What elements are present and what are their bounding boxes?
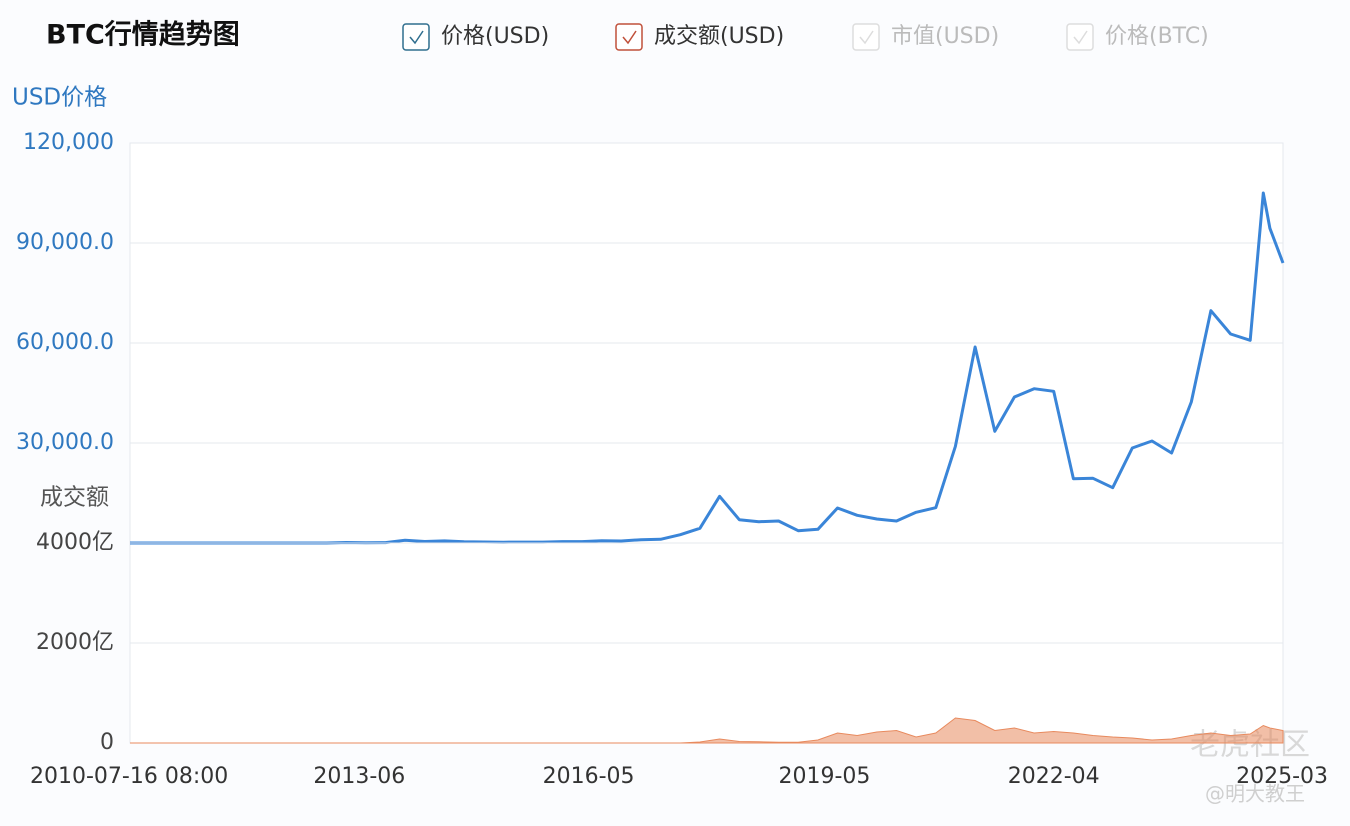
area [130,717,1284,744]
watermark: 老虎社区 [1190,728,1310,763]
x-tick-label: 2016-05 [543,764,635,789]
y-axis-title: USD价格 [12,85,107,111]
x-tick-label: 2022-04 [1008,764,1100,789]
watermark: @明大教王 [1205,782,1305,806]
legend-checkbox[interactable] [852,23,880,51]
y-axis-title: 成交额 [40,485,109,511]
x-tick-label: 2025-03 [1236,764,1328,789]
legend-check [859,30,874,45]
legend-label[interactable]: 价格(BTC) [1105,24,1209,49]
legend-checkbox[interactable] [615,23,643,51]
y-tick-label: 90,000.0 [16,230,114,255]
legend-checkbox[interactable] [402,23,430,51]
x-tick-label: 2010-07-16 08:00 [30,764,228,789]
legend-checkbox[interactable] [1066,23,1094,51]
legend-check [622,30,637,45]
legend-label[interactable]: 成交额(USD) [654,24,784,49]
legend-label[interactable]: 价格(USD) [441,24,549,49]
y-tick-label: 60,000.0 [16,330,114,355]
y-tick-label: 0 [100,730,114,755]
x-tick-label: 2013-06 [313,764,405,789]
y-tick-label: 120,000 [23,130,114,155]
legend-label[interactable]: 市值(USD) [891,24,999,49]
legend-check [1073,30,1088,45]
legend-check [409,30,424,45]
y-tick-label: 2000亿 [36,630,114,655]
x-tick-label: 2019-05 [778,764,870,789]
chart-title: BTC行情趋势图 [46,19,240,51]
y-tick-label: 4000亿 [36,530,114,555]
y-tick-label: 30,000.0 [16,430,114,455]
